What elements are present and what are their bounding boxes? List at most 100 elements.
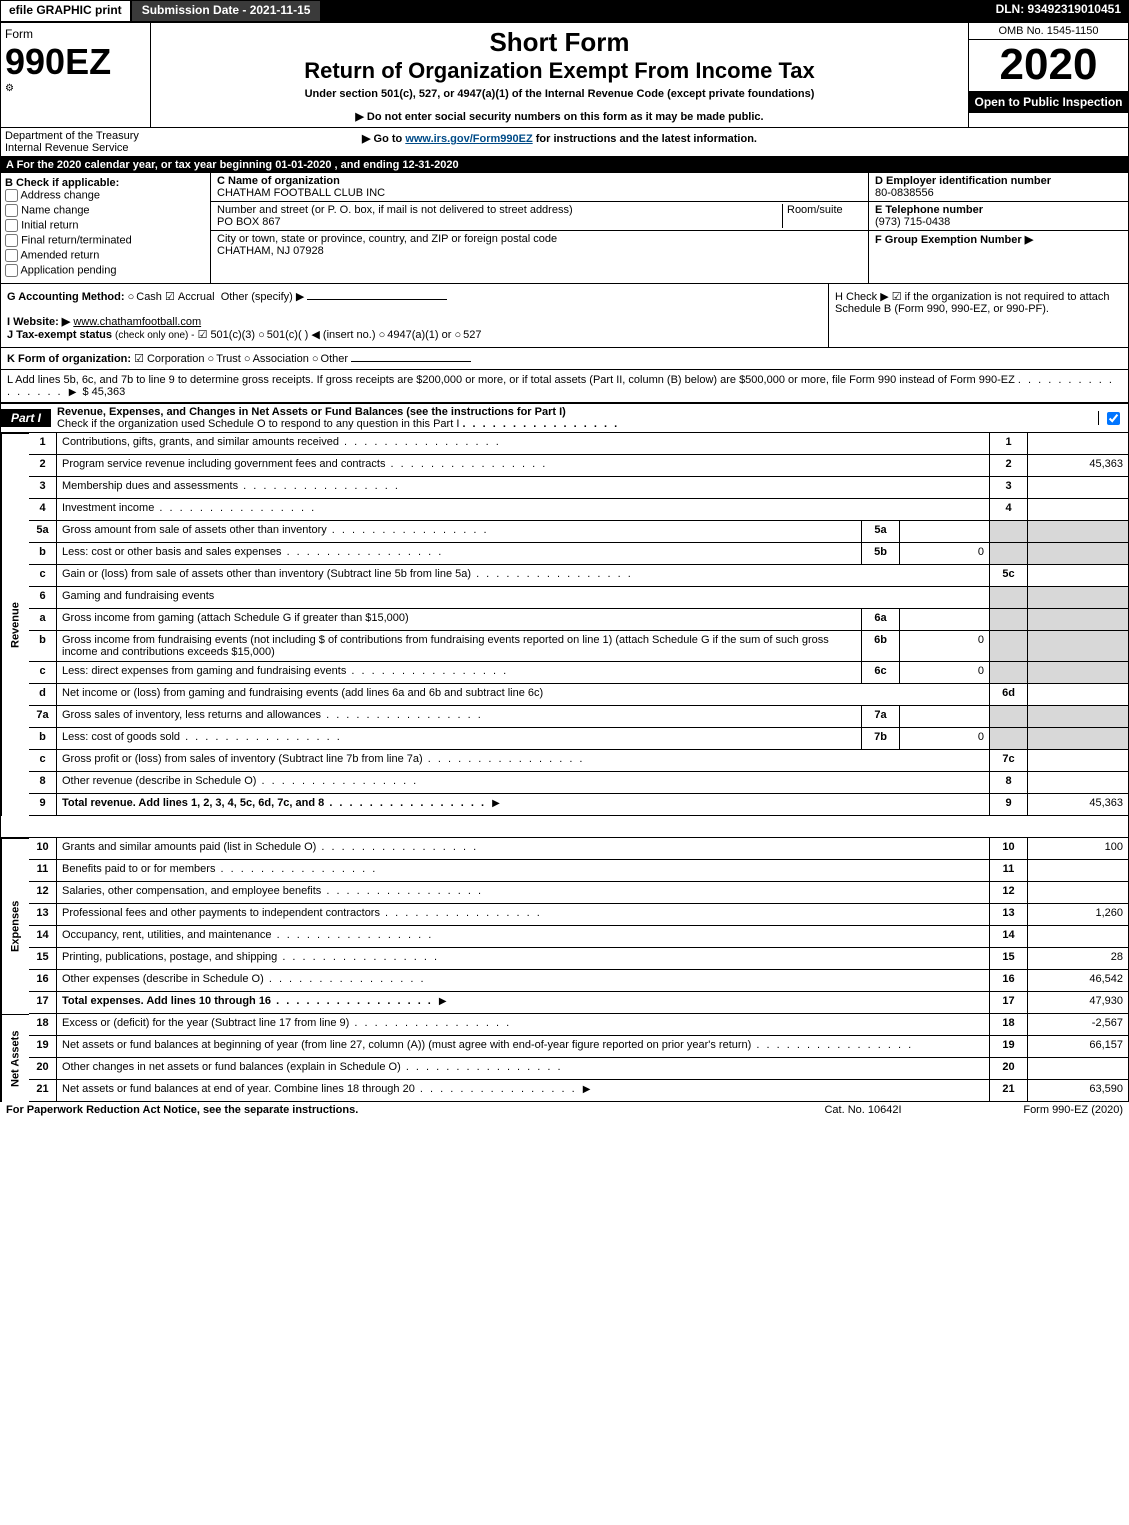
part-1-check-text: Check if the organization used Schedule …: [57, 418, 459, 430]
row-19-num: 19: [29, 1036, 57, 1058]
row-5b-text: Less: cost or other basis and sales expe…: [57, 543, 862, 565]
row-3-ln: 3: [990, 477, 1028, 499]
org-other[interactable]: [312, 353, 321, 365]
form-header: Form 990EZ ⚙ Short Form Return of Organi…: [0, 22, 1129, 128]
line-k: K Form of organization: Corporation Trus…: [0, 348, 1129, 370]
line-j-sub: (check only one) -: [115, 330, 194, 341]
street-label: Number and street (or P. O. box, if mail…: [217, 204, 573, 216]
row-7c-text: Gross profit or (loss) from sales of inv…: [57, 750, 990, 772]
chk-initial-return[interactable]: [5, 219, 18, 232]
status-501c3[interactable]: [198, 329, 211, 341]
part-1-title-text: Revenue, Expenses, and Changes in Net As…: [57, 406, 566, 418]
row-3-num: 3: [29, 477, 57, 499]
status-527[interactable]: [454, 329, 463, 341]
chk-final-return[interactable]: [5, 234, 18, 247]
line-l-amount: $ 45,363: [82, 386, 125, 398]
row-5b-num: b: [29, 543, 57, 565]
chk-name-change[interactable]: [5, 204, 18, 217]
open-to-public: Open to Public Inspection: [969, 90, 1128, 113]
efile-print-button[interactable]: efile GRAPHIC print: [0, 0, 131, 22]
row-6b-shade-v: [1028, 631, 1128, 662]
row-3-text: Membership dues and assessments: [57, 477, 990, 499]
row-18-text: Excess or (deficit) for the year (Subtra…: [57, 1014, 990, 1036]
section-gh: G Accounting Method: Cash Accrual Other …: [0, 284, 1129, 348]
row-6-shade-ln: [990, 587, 1028, 609]
website-value[interactable]: www.chathamfootball.com: [73, 316, 201, 328]
part-1-dots: [462, 418, 619, 430]
row-7a-shade-ln: [990, 706, 1028, 728]
row-6d-val: [1028, 684, 1128, 706]
chk-final-return-label: Final return/terminated: [21, 234, 132, 246]
row-17-val: 47,930: [1028, 992, 1128, 1014]
row-14-num: 14: [29, 926, 57, 948]
box-d-label: D Employer identification number: [875, 175, 1051, 187]
accounting-cash-label: Cash: [136, 291, 162, 303]
line-l-text: L Add lines 5b, 6c, and 7b to line 9 to …: [7, 374, 1015, 386]
section-revenue-label: Revenue: [1, 433, 29, 816]
row-4-num: 4: [29, 499, 57, 521]
irs-label: Internal Revenue Service: [5, 142, 129, 154]
org-association[interactable]: [244, 353, 253, 365]
part-1-header: Part I Revenue, Expenses, and Changes in…: [0, 403, 1129, 433]
accounting-other-input[interactable]: [307, 299, 447, 300]
row-5a-iv: [900, 521, 990, 543]
irs-link[interactable]: www.irs.gov/Form990EZ: [405, 133, 532, 145]
row-6b-shade-ln: [990, 631, 1028, 662]
row-5c-text: Gain or (loss) from sale of assets other…: [57, 565, 990, 587]
status-501c[interactable]: [258, 329, 267, 341]
row-17-text: Total expenses. Add lines 10 through 16: [57, 992, 990, 1014]
row-21-num: 21: [29, 1080, 57, 1102]
row-15-ln: 15: [990, 948, 1028, 970]
row-10-ln: 10: [990, 838, 1028, 860]
status-4947[interactable]: [379, 329, 388, 341]
row-6b-iv: 0: [900, 631, 990, 662]
chk-name-change-label: Name change: [21, 204, 90, 216]
row-7a-iv: [900, 706, 990, 728]
row-7a-text: Gross sales of inventory, less returns a…: [57, 706, 862, 728]
row-12-text: Salaries, other compensation, and employ…: [57, 882, 990, 904]
page-footer: For Paperwork Reduction Act Notice, see …: [0, 1102, 1129, 1118]
row-11-text: Benefits paid to or for members: [57, 860, 990, 882]
chk-amended-return-label: Amended return: [20, 249, 99, 261]
row-5a-il: 5a: [862, 521, 900, 543]
part-1-schedule-o-checkbox-cell: [1098, 411, 1128, 425]
form-label: Form: [5, 27, 146, 41]
footer-mid: Cat. No. 10642I: [763, 1104, 963, 1116]
row-17-num: 17: [29, 992, 57, 1014]
accounting-accrual-label: Accrual: [178, 291, 215, 303]
chk-address-change[interactable]: [5, 189, 18, 202]
row-18-val: -2,567: [1028, 1014, 1128, 1036]
box-c-label: C Name of organization: [217, 175, 340, 187]
row-19-ln: 19: [990, 1036, 1028, 1058]
row-6a-num: a: [29, 609, 57, 631]
org-trust[interactable]: [208, 353, 217, 365]
row-17-arrow-icon: [436, 995, 450, 1007]
box-e-label: E Telephone number: [875, 204, 983, 216]
row-2-num: 2: [29, 455, 57, 477]
row-16-val: 46,542: [1028, 970, 1128, 992]
city-label: City or town, state or province, country…: [217, 233, 557, 245]
row-7c-val: [1028, 750, 1128, 772]
row-1-text: Contributions, gifts, grants, and simila…: [57, 433, 990, 455]
accounting-cash-radio[interactable]: [128, 291, 137, 303]
footer-right: Form 990-EZ (2020): [963, 1104, 1123, 1116]
row-16-num: 16: [29, 970, 57, 992]
row-14-ln: 14: [990, 926, 1028, 948]
row-13-ln: 13: [990, 904, 1028, 926]
part-1-schedule-o-checkbox[interactable]: [1107, 412, 1120, 425]
row-21-ln: 21: [990, 1080, 1028, 1102]
org-other-input[interactable]: [351, 361, 471, 362]
status-501c3-label: 501(c)(3): [210, 329, 255, 341]
subtitle: Under section 501(c), 527, or 4947(a)(1)…: [159, 88, 960, 100]
line-l: L Add lines 5b, 6c, and 7b to line 9 to …: [0, 370, 1129, 403]
submission-date-button[interactable]: Submission Date - 2021-11-15: [131, 0, 322, 22]
dept-row: Department of the Treasury Internal Reve…: [0, 128, 1129, 157]
accounting-accrual-radio[interactable]: [165, 291, 178, 303]
row-21-arrow-icon: [580, 1083, 594, 1095]
header-left: Form 990EZ ⚙: [1, 23, 151, 127]
chk-amended-return[interactable]: [5, 249, 18, 262]
org-corporation[interactable]: [134, 353, 147, 365]
row-6a-iv: [900, 609, 990, 631]
row-5b-il: 5b: [862, 543, 900, 565]
chk-application-pending[interactable]: [5, 264, 18, 277]
